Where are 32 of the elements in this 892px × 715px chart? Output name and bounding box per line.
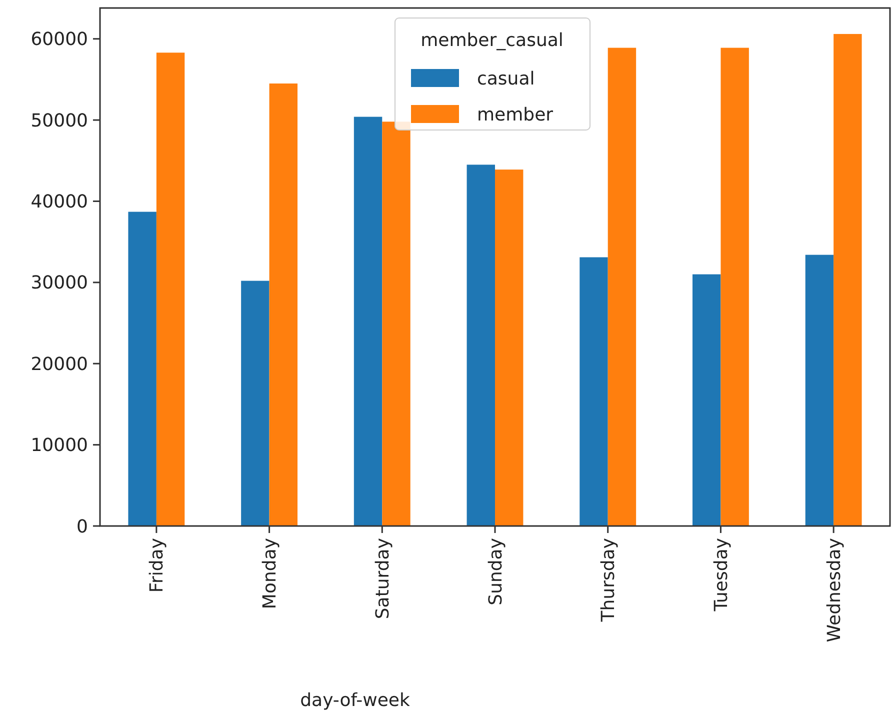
x-tick-label: Saturday (372, 538, 394, 620)
y-tick-label: 20000 (30, 354, 88, 375)
bar (241, 280, 270, 526)
bar (495, 170, 524, 526)
bar (720, 48, 749, 526)
bar (128, 212, 156, 526)
legend-label: member (477, 104, 554, 126)
bar (466, 164, 495, 526)
y-tick-label: 60000 (30, 29, 88, 50)
y-tick-label: 50000 (30, 110, 88, 132)
x-tick-label: Sunday (485, 538, 506, 606)
x-axis-title: day-of-week (300, 690, 410, 711)
x-tick-label: Wednesday (824, 538, 845, 642)
bar (156, 52, 185, 526)
bar (692, 274, 721, 526)
x-tick-label: Friday (146, 538, 168, 593)
bar (834, 34, 862, 526)
bar (382, 122, 410, 526)
y-tick-label: 10000 (30, 435, 88, 456)
bar (580, 257, 608, 526)
bar (805, 254, 834, 526)
bar (608, 48, 636, 526)
bar (354, 116, 382, 526)
bar (269, 84, 298, 526)
y-tick-label: 30000 (30, 272, 88, 294)
x-tick-label: Tuesday (711, 538, 732, 612)
y-tick-label: 0 (76, 516, 88, 538)
legend-title: member_casual (420, 30, 564, 51)
x-tick-label: Monday (260, 538, 281, 610)
y-tick-label: 40000 (30, 192, 88, 213)
legend-label: casual (477, 68, 535, 90)
x-tick-label: Thursday (598, 538, 620, 623)
